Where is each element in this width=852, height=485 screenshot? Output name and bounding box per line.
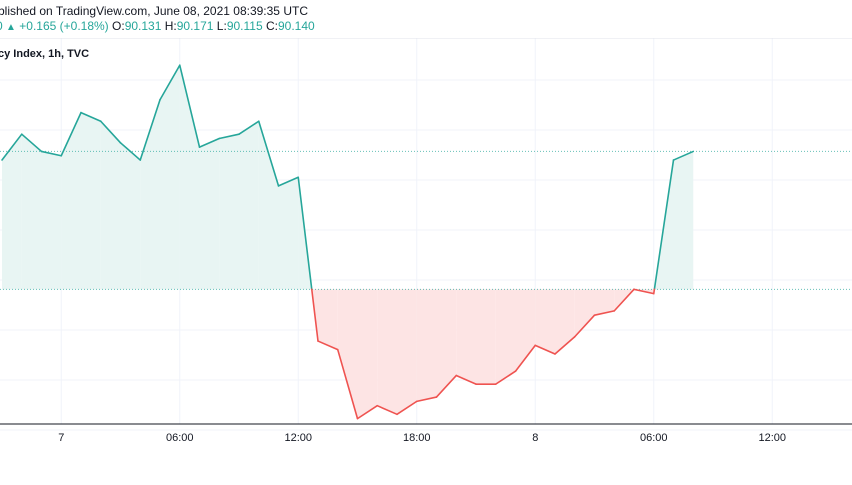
area-fill-below <box>436 289 457 398</box>
series-line-down <box>356 404 379 420</box>
x-tick-label: 18:00 <box>402 432 431 444</box>
change-value: +0.165 (+0.18%) <box>19 19 109 33</box>
series-line-down <box>317 340 339 351</box>
series-line-up <box>159 64 181 101</box>
chart-area[interactable] <box>0 38 852 450</box>
area-fill-above <box>21 134 42 290</box>
area-fill-above <box>2 134 22 290</box>
series-line-down <box>613 288 635 312</box>
series-line-up <box>80 111 102 123</box>
series-line-down <box>310 288 319 342</box>
area-fill-above <box>160 65 180 290</box>
series-line-up <box>277 176 300 187</box>
series-line-up <box>178 64 201 148</box>
area-fill-above <box>61 112 81 290</box>
change-prefix: 0 <box>0 19 3 33</box>
x-tick-label: 8 <box>532 432 539 444</box>
area-fill-below <box>337 289 358 419</box>
area-fill-above <box>219 134 239 290</box>
area-fill-above <box>258 121 279 290</box>
area-fill-above <box>41 151 62 290</box>
series-line-down <box>336 348 359 420</box>
area-fill-below <box>377 289 397 415</box>
area-fill-above <box>100 121 121 290</box>
series-line-down <box>376 404 398 416</box>
series-line-up <box>40 150 63 157</box>
area-fill-above <box>673 151 694 290</box>
area-fill-below <box>495 289 516 385</box>
area-fill-above <box>278 177 299 290</box>
area-fill-above <box>199 138 220 290</box>
series-line-down <box>554 335 576 355</box>
series-line-up <box>198 137 221 148</box>
area-fill-below <box>456 289 476 385</box>
series-line-down <box>396 400 418 416</box>
close-value: 90.140 <box>277 19 315 33</box>
series-line-down <box>435 374 458 398</box>
series-line-up <box>653 159 675 291</box>
series-line-down <box>514 344 537 373</box>
series-line-down <box>415 396 438 403</box>
area-fill-below <box>318 289 338 350</box>
x-tick-label: 06:00 <box>639 432 668 444</box>
series-line-down <box>494 370 517 385</box>
area-fill-below <box>357 289 378 419</box>
area-fill-below <box>594 289 615 316</box>
series-line-up <box>238 120 260 135</box>
area-fill-below <box>535 289 555 354</box>
series-line-down <box>455 374 477 385</box>
chart-title: cy Index, 1h, TVC <box>0 48 90 60</box>
series-line-up <box>99 120 122 144</box>
x-tick-label: 7 <box>58 432 65 444</box>
up-arrow-icon: ▲ <box>6 22 16 33</box>
series-line-down <box>652 288 656 295</box>
ohlc-legend: 0 ▲ +0.165 (+0.18%) O:90.131 H:90.171 L:… <box>0 19 315 33</box>
series-line-up <box>1 133 23 161</box>
series-line-up <box>672 150 695 161</box>
series-line-up <box>139 98 161 161</box>
high-value: 90.171 <box>176 19 214 33</box>
area-fill-below <box>574 289 595 337</box>
series-line-up <box>60 111 82 157</box>
area-fill-below <box>397 289 417 415</box>
series-line-up <box>119 142 142 161</box>
x-tick-label: 06:00 <box>165 432 194 444</box>
series-line-down <box>573 314 596 338</box>
area-fill-below <box>416 289 437 402</box>
area-fill-above <box>81 112 101 290</box>
published-info: blished on TradingView.com, June 08, 202… <box>0 4 308 18</box>
area-fill-below <box>476 289 496 385</box>
high-label: H: <box>164 19 177 33</box>
open-value: 90.131 <box>124 19 162 33</box>
open-label: O: <box>112 19 125 33</box>
series-line-up <box>257 120 280 187</box>
x-tick-label: 12:00 <box>284 432 313 444</box>
series-line-down <box>633 288 655 295</box>
time-axis[interactable]: 7 06:00 12:00 18:00 8 06:00 12:00 <box>0 426 852 450</box>
area-fill-above <box>120 142 141 290</box>
chart-canvas[interactable] <box>0 38 852 450</box>
series-line-down <box>534 344 556 355</box>
series-line-up <box>218 133 240 140</box>
series-line-up <box>20 133 43 153</box>
area-fill-above <box>179 65 200 290</box>
low-label: L: <box>216 19 227 33</box>
close-label: C: <box>265 19 278 33</box>
series-line-up <box>297 176 313 291</box>
x-tick-label: 12:00 <box>758 432 787 444</box>
low-value: 90.115 <box>226 19 263 33</box>
area-fill-above <box>239 121 259 290</box>
area-fill-below <box>555 289 575 354</box>
series-line-down <box>593 310 616 316</box>
